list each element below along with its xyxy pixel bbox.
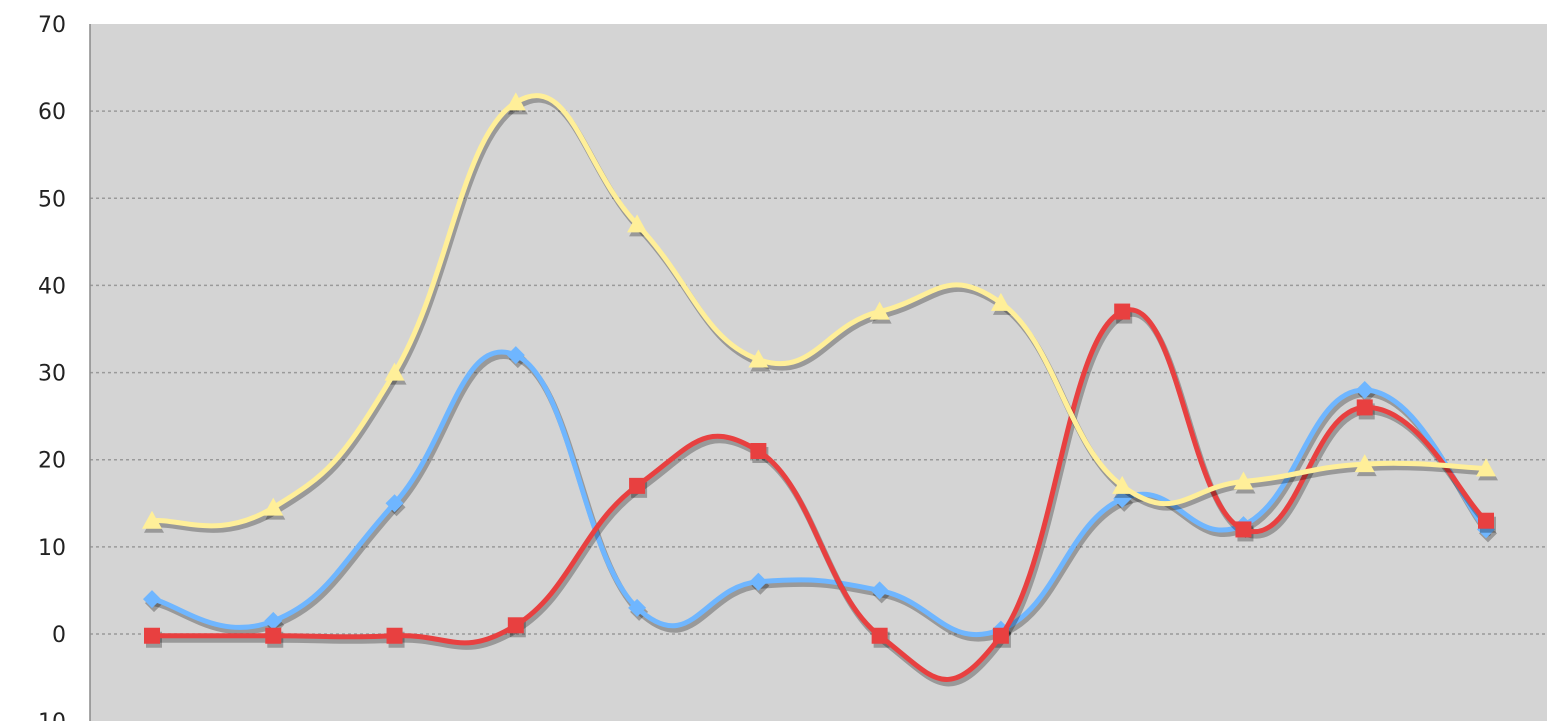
series-2-point bbox=[992, 627, 1009, 644]
series-2-point bbox=[144, 627, 160, 644]
series-3-point bbox=[505, 92, 526, 111]
series-1-point bbox=[264, 611, 283, 630]
series-1-point bbox=[385, 494, 404, 513]
series-layer bbox=[142, 92, 1498, 687]
series-3-point bbox=[263, 497, 284, 516]
y-tick-label: 30 bbox=[38, 362, 66, 387]
y-tick-label: 70 bbox=[38, 13, 66, 38]
y-tick-label: 60 bbox=[38, 100, 66, 125]
series-2-point bbox=[1114, 303, 1131, 320]
series-2-point bbox=[386, 627, 403, 644]
series-1-point bbox=[143, 590, 161, 609]
series-2-point bbox=[871, 627, 888, 644]
y-tick-label: 50 bbox=[38, 187, 66, 212]
series-2-point bbox=[1356, 399, 1373, 416]
series-1-point bbox=[749, 572, 768, 591]
series-3-point bbox=[1233, 471, 1254, 490]
series-2 bbox=[144, 303, 1496, 687]
series-1 bbox=[143, 346, 1497, 643]
series-1-point bbox=[506, 346, 525, 365]
series-3-point bbox=[142, 510, 162, 529]
series-3-point bbox=[1354, 454, 1375, 473]
series-2-point bbox=[1235, 521, 1252, 538]
y-tick-label: 20 bbox=[38, 449, 66, 474]
series-2-point bbox=[1478, 512, 1494, 529]
series-1-point bbox=[870, 581, 889, 600]
y-tick-label: 40 bbox=[38, 274, 66, 299]
series-1-point bbox=[1355, 381, 1374, 399]
series-1-point bbox=[628, 598, 647, 617]
series-3-point bbox=[1476, 458, 1496, 477]
y-tick-label: -10 bbox=[30, 710, 66, 721]
series-3-point bbox=[1112, 475, 1133, 494]
series-2-point bbox=[750, 443, 767, 459]
y-axis-ticks: -10 0 10 20 30 40 50 60 70 bbox=[30, 13, 66, 721]
series-2-point bbox=[629, 477, 646, 494]
series-3-point bbox=[627, 214, 648, 233]
y-tick-label: 10 bbox=[38, 536, 66, 561]
series-2-point bbox=[265, 627, 282, 644]
series-2-point bbox=[507, 617, 524, 634]
series-3-point bbox=[990, 292, 1011, 311]
series-3-point bbox=[869, 301, 890, 320]
series-3 bbox=[142, 92, 1498, 533]
series-3-point bbox=[384, 362, 405, 381]
y-tick-label: 0 bbox=[52, 623, 66, 648]
series-3-point bbox=[748, 349, 769, 368]
series-1-point bbox=[1113, 489, 1132, 508]
